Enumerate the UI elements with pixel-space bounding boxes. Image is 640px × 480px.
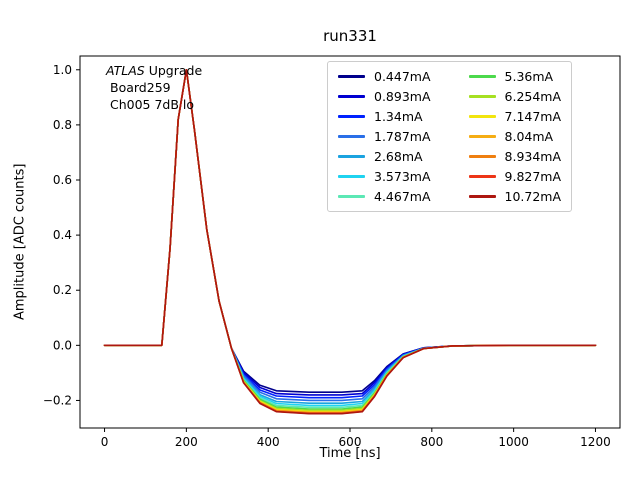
legend-item: 8.934mA (468, 149, 562, 164)
legend-item: 6.254mA (468, 89, 562, 104)
annotation-upgrade: Upgrade (144, 63, 203, 78)
legend-label: 2.68mA (374, 149, 423, 164)
legend-label: 7.147mA (504, 109, 562, 124)
legend-label: 3.573mA (374, 169, 431, 184)
legend-item: 3.573mA (338, 169, 431, 184)
y-tick-label: 0.6 (53, 173, 72, 187)
annotation-experiment: ATLAS (106, 63, 145, 78)
legend-line-swatch (338, 155, 365, 158)
legend-label: 1.34mA (374, 109, 423, 124)
legend-label: 4.467mA (374, 189, 431, 204)
legend-label: 10.72mA (504, 189, 562, 204)
legend-line-swatch (338, 135, 365, 138)
legend-line-swatch (468, 95, 496, 98)
legend-item: 0.893mA (338, 89, 431, 104)
legend-item: 4.467mA (338, 189, 431, 204)
y-tick-label: 0.2 (53, 283, 72, 297)
legend-label: 5.36mA (504, 69, 554, 84)
annotation-line-1: ATLAS Upgrade (106, 62, 202, 79)
legend-label: 8.934mA (504, 149, 562, 164)
chart-title: run331 (323, 27, 377, 45)
legend-line-swatch (468, 115, 496, 118)
legend-line-swatch (338, 115, 365, 118)
x-axis-label: Time [ns] (319, 446, 381, 461)
y-tick-label: 0.0 (53, 338, 72, 352)
y-axis-label: Amplitude [ADC counts] (12, 163, 28, 321)
x-tick-label: 1200 (580, 435, 611, 449)
legend-label: 6.254mA (504, 89, 562, 104)
y-tick-label: −0.2 (43, 393, 72, 407)
legend-label: 0.893mA (374, 89, 431, 104)
legend-label: 1.787mA (374, 129, 431, 144)
legend-line-swatch (338, 195, 365, 198)
legend-label: 9.827mA (504, 169, 562, 184)
y-tick-label: 0.8 (53, 118, 72, 132)
x-tick-label: 600 (339, 435, 362, 449)
x-tick-label: 800 (420, 435, 443, 449)
legend-line-swatch (338, 75, 365, 78)
x-tick-label: 0 (101, 435, 109, 449)
legend-item: 9.827mA (468, 169, 562, 184)
legend-item: 10.72mA (468, 189, 562, 204)
legend-line-swatch (338, 95, 365, 98)
legend-line-swatch (338, 175, 365, 178)
x-tick-label: 400 (257, 435, 280, 449)
legend-line-swatch (468, 155, 496, 158)
legend-item: 7.147mA (468, 109, 562, 124)
x-tick-label: 1000 (498, 435, 529, 449)
legend-item: 0.447mA (338, 69, 431, 84)
y-tick-label: 1.0 (53, 63, 72, 77)
y-tick-label: 0.4 (53, 228, 72, 242)
legend-label: 8.04mA (504, 129, 554, 144)
legend-label: 0.447mA (374, 69, 431, 84)
plot-annotation: ATLAS Upgrade Board259 Ch005 7dB lo (106, 62, 202, 113)
legend: 0.447mA 0.893mA 1.34mA 1.787mA 2.68mA 3.573mA… (327, 61, 573, 212)
legend-item: 8.04mA (468, 129, 562, 144)
legend-line-swatch (468, 195, 496, 198)
legend-item: 1.34mA (338, 109, 431, 124)
series-line (103, 69, 597, 415)
legend-item: 5.36mA (468, 69, 562, 84)
legend-item: 2.68mA (338, 149, 431, 164)
x-tick-label: 200 (175, 435, 198, 449)
annotation-channel: Ch005 7dB lo (110, 97, 195, 112)
legend-item: 1.787mA (338, 129, 431, 144)
legend-line-swatch (468, 75, 496, 78)
legend-line-swatch (468, 135, 496, 138)
annotation-board: Board259 (110, 80, 171, 95)
legend-line-swatch (468, 175, 496, 178)
